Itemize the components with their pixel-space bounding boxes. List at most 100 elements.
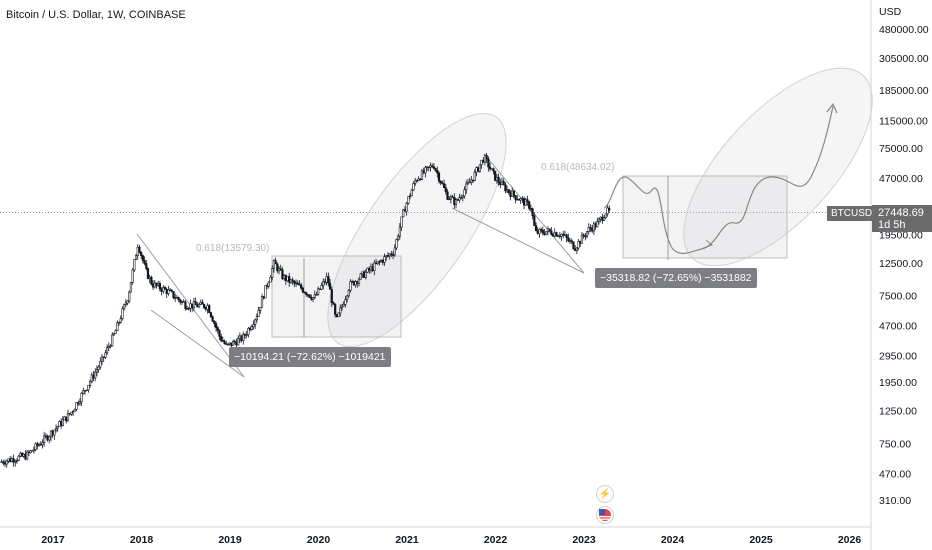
candle-body [124, 302, 127, 305]
candle-body [201, 301, 204, 305]
candle-body [89, 381, 92, 386]
candle-body [90, 374, 93, 382]
x-tick-label: 2019 [218, 534, 242, 546]
candle-body [432, 166, 435, 169]
candle-body [334, 304, 337, 315]
candle-body [301, 287, 304, 293]
x-tick-label: 2025 [749, 534, 773, 546]
candle-body [443, 183, 446, 189]
candle-body [267, 281, 270, 287]
candle-body [391, 254, 395, 256]
y-tick-label: 7500.00 [879, 291, 917, 303]
candle-body [313, 294, 316, 298]
candle-body [0, 461, 3, 463]
candle-body [480, 159, 483, 166]
ellipse-2020-rally [327, 112, 507, 348]
candle-body [502, 181, 505, 185]
candle-body [594, 223, 597, 228]
candle-body [305, 292, 308, 295]
candle-body [43, 435, 46, 444]
candle-body [133, 259, 136, 271]
candle-body [238, 335, 241, 340]
candle-body [291, 279, 294, 282]
candle-body [419, 178, 422, 181]
candle-body [121, 308, 124, 320]
y-tick-label: 4700.00 [879, 321, 917, 333]
candle-body [444, 187, 447, 193]
candle-body [332, 302, 335, 305]
candle-body [555, 232, 558, 237]
candle-body [385, 255, 388, 258]
candle-body [279, 268, 282, 271]
candle-body [49, 430, 53, 438]
candle-body [247, 328, 250, 335]
candle-body [495, 177, 498, 181]
lightning-event-icon[interactable]: ⚡ [596, 485, 614, 503]
candle-body [494, 170, 497, 181]
candle-body [75, 402, 78, 410]
candle-body [381, 260, 384, 263]
x-tick-label: 2017 [41, 534, 65, 546]
candle-body [460, 197, 463, 199]
candle-body [589, 227, 592, 229]
candle-body [97, 366, 100, 370]
candle-body [531, 208, 534, 217]
us-flag-event-icon[interactable] [596, 506, 614, 524]
candle-body [48, 436, 51, 441]
candle-body [412, 183, 415, 191]
candle-body [155, 282, 158, 286]
candle-body [167, 289, 170, 295]
candle-body [315, 294, 318, 296]
candle-body [395, 239, 398, 249]
candle-body [488, 166, 492, 170]
candle-body [591, 228, 594, 232]
candle-body [95, 369, 99, 373]
candle-body [206, 305, 209, 310]
candle-body [415, 180, 418, 182]
candle-body [562, 233, 565, 236]
candle-body [175, 297, 179, 299]
candle-body [259, 307, 262, 311]
candle-body [351, 281, 354, 283]
y-tick-label: 19500.00 [879, 229, 923, 241]
candle-body [37, 444, 41, 446]
candle-body [119, 318, 122, 323]
candle-body [140, 251, 143, 256]
candle-body [485, 155, 488, 160]
candle-body [277, 268, 281, 272]
projection-arrow-head [826, 102, 838, 114]
candle-body [354, 281, 357, 286]
candle-body [386, 255, 390, 257]
candle-body [44, 435, 47, 437]
candle-body [548, 228, 551, 232]
y-tick-label: 185000.00 [879, 85, 929, 97]
candle-body [368, 267, 371, 271]
candle-body [477, 167, 480, 172]
candle-body [553, 232, 556, 237]
candle-body [237, 338, 240, 346]
candle-body [240, 335, 243, 341]
candle-body [454, 199, 458, 205]
candle-body [269, 276, 272, 283]
candle-body [366, 267, 369, 273]
candle-body [228, 342, 231, 345]
candle-body [254, 319, 257, 325]
candle-body [407, 196, 410, 204]
candle-body [327, 276, 330, 284]
candle-body [243, 334, 247, 336]
candle-body [34, 443, 37, 450]
candle-body [403, 209, 407, 212]
candle-body [570, 240, 573, 243]
candle-body [545, 231, 548, 235]
y-tick-label: 12500.00 [879, 258, 923, 270]
candle-body [271, 268, 274, 278]
candle-body [490, 168, 493, 170]
candle-body [352, 281, 356, 286]
candle-body [187, 307, 190, 310]
candle-body [186, 308, 189, 310]
measure-label-2018: −10194.21 (−72.62%) −1019421 [229, 347, 391, 367]
candle-body [596, 221, 599, 228]
candle-body [94, 371, 97, 379]
candle-body [402, 209, 405, 218]
